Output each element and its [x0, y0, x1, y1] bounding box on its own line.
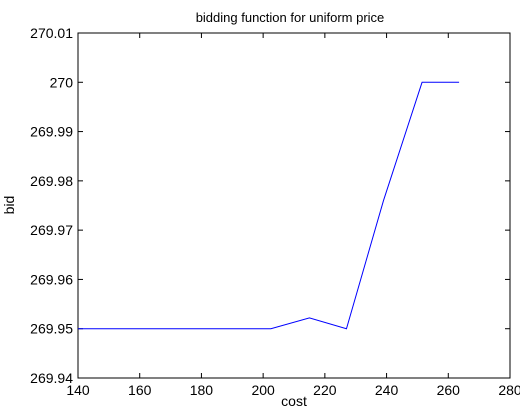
y-axis-label: bid: [1, 196, 17, 215]
y-tick-label: 269.94: [30, 370, 73, 386]
y-axis: 269.94 269.95 269.96 269.97 269.98 269.99 270 2…: [30, 25, 510, 386]
plot-area: [77, 32, 511, 379]
chart-title: bidding function for uniform price: [196, 10, 385, 25]
x-axis: 140 160 180 200 220 240 260 280: [66, 33, 520, 398]
x-tick-label: 140: [66, 382, 90, 398]
x-tick-label: 160: [128, 382, 152, 398]
y-tick-label: 270: [50, 74, 74, 90]
y-tick-label: 269.96: [30, 271, 73, 287]
y-tick-label: 270.01: [30, 25, 73, 41]
x-axis-label: cost: [281, 393, 307, 407]
x-tick-label: 180: [190, 382, 214, 398]
series-group: [78, 81, 460, 330]
y-tick-label: 269.98: [30, 173, 73, 189]
y-tick-label: 269.97: [30, 222, 73, 238]
series-line: [78, 81, 460, 330]
y-tick-label: 269.99: [30, 124, 73, 140]
x-tick-label: 220: [313, 382, 337, 398]
x-tick-label: 280: [498, 382, 520, 398]
x-tick-label: 200: [251, 382, 275, 398]
x-tick-label: 240: [375, 382, 399, 398]
y-tick-label: 269.95: [30, 321, 73, 337]
x-tick-label: 260: [437, 382, 461, 398]
